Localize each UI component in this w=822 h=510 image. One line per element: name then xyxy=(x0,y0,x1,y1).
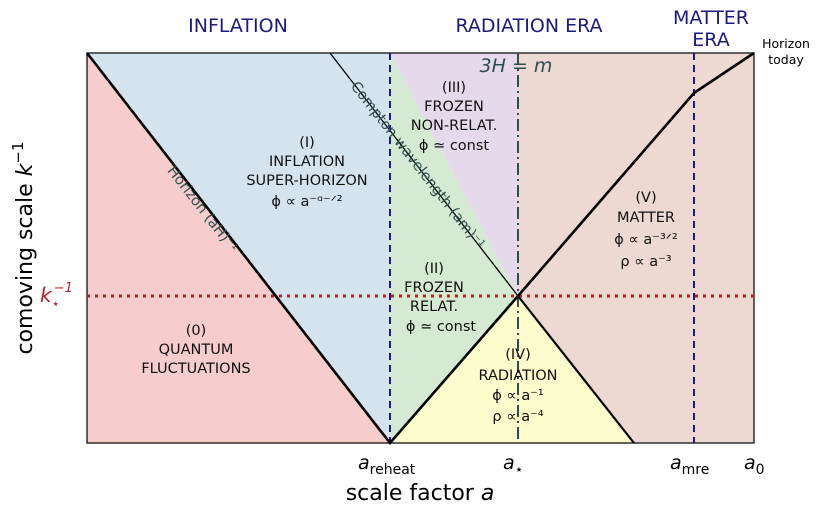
tick-a-reheat: areheat xyxy=(358,452,416,478)
y-axis-label: comoving scale k−1 xyxy=(9,141,38,354)
region-2-eq: ϕ ≃ const xyxy=(406,319,477,335)
region-0-line2: FLUCTUATIONS xyxy=(141,361,250,377)
horizon-today-line1: Horizon xyxy=(762,36,810,51)
region-4-eq1: ϕ ∝ a⁻¹ xyxy=(492,388,544,404)
horizon-today-line2: today xyxy=(768,52,804,67)
tick-a-star: a⋆ xyxy=(503,452,523,478)
region-4-line1: RADIATION xyxy=(478,368,557,384)
tick-a-zero: a0 xyxy=(744,452,765,478)
tick-a-mre: amre xyxy=(670,452,709,478)
region-5-id: (V) xyxy=(635,190,656,206)
region-3-line2: NON-RELAT. xyxy=(411,118,498,134)
era-label-matter-line2: ERA xyxy=(692,29,729,51)
region-2-line1: FROZEN xyxy=(404,280,464,296)
region-frozen-non-relativistic xyxy=(390,53,518,296)
compton-wavelength-line xyxy=(329,52,519,297)
region-5-eq1: ϕ ∝ a⁻³ᐟ² xyxy=(614,232,677,248)
region-4-id: (IV) xyxy=(505,347,531,363)
x-axis-label: scale factor a xyxy=(346,481,495,506)
region-1-line2: SUPER-HORIZON xyxy=(246,173,367,189)
region-frozen-relativistic xyxy=(390,53,518,443)
region-2-id: (II) xyxy=(424,261,444,277)
three-h-equals-m-label: 3H = m xyxy=(480,55,553,77)
region-1-eq: ϕ ∝ a⁻ᵅ⁻ᐟ² xyxy=(271,194,342,210)
region-2-line2: RELAT. xyxy=(410,299,458,315)
region-radiation xyxy=(390,296,634,443)
region-1-line1: INFLATION xyxy=(269,154,345,170)
region-5-line1: MATTER xyxy=(617,210,675,226)
region-0-line1: QUANTUM xyxy=(159,342,234,358)
region-0-id: (0) xyxy=(186,323,207,339)
era-label-inflation: INFLATION xyxy=(188,15,288,37)
region-1-id: (I) xyxy=(299,135,315,151)
region-3-line1: FROZEN xyxy=(424,99,484,115)
k-star-label: k⋆−1 xyxy=(40,281,73,312)
region-4-eq2: ρ ∝ a⁻⁴ xyxy=(492,409,543,425)
region-3-id: (III) xyxy=(442,80,466,96)
region-5-eq2: ρ ∝ a⁻³ xyxy=(620,254,671,270)
era-label-matter-line1: MATTER xyxy=(673,7,749,29)
plot-frame xyxy=(86,52,755,444)
era-label-radiation: RADIATION ERA xyxy=(455,15,602,37)
radiation-boundary-line xyxy=(517,295,635,444)
region-3-eq: ϕ ≃ const xyxy=(419,138,490,154)
